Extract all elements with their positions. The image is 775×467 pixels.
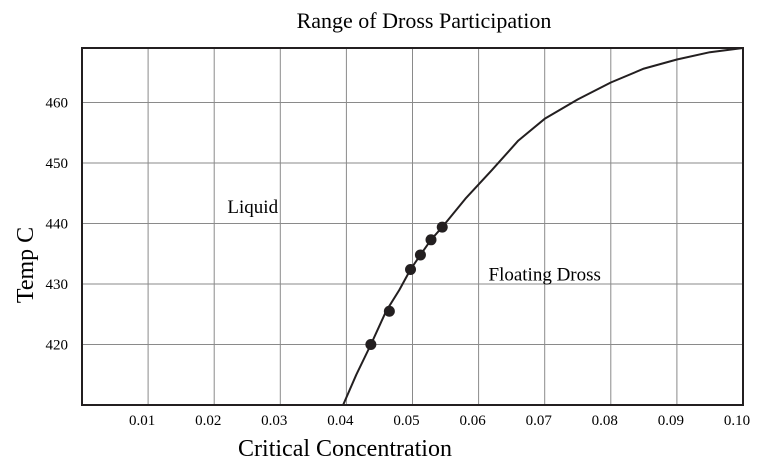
x-tick-label: 0.07 [526, 413, 553, 429]
y-tick-label: 420 [46, 337, 69, 353]
plot-frame [81, 47, 744, 406]
grid [82, 48, 744, 405]
x-tick-label: 0.05 [393, 413, 419, 429]
data-point [365, 338, 377, 350]
x-tick-labels: 0.01 0.02 0.03 0.04 0.05 0.06 0.07 0.08 0.09 0.10 [129, 413, 750, 429]
y-tick-label: 460 [46, 95, 69, 111]
x-tick-label: 0.09 [658, 413, 684, 429]
annotations: Liquid Floating Dross [227, 197, 601, 285]
data-point [414, 249, 426, 261]
chart-title: Range of Dross Participation [297, 8, 552, 33]
data-point [436, 221, 448, 233]
x-tick-label: 0.08 [592, 413, 618, 429]
x-tick-label: 0.10 [724, 413, 750, 429]
data-point [425, 234, 437, 246]
annotation-label: Floating Dross [489, 264, 601, 285]
x-tick-label: 0.01 [129, 413, 155, 429]
data-point [383, 305, 395, 317]
data-points [365, 221, 448, 350]
x-tick-label: 0.02 [195, 413, 221, 429]
y-tick-label: 440 [46, 216, 69, 232]
y-tick-label: 430 [46, 277, 69, 293]
x-axis-label: Critical Concentration [238, 436, 452, 462]
series-line [342, 47, 744, 406]
phase-boundary-curve [342, 47, 744, 406]
y-tick-label: 450 [46, 156, 69, 172]
y-tick-labels: 420 430 440 450 460 [46, 95, 69, 353]
x-tick-label: 0.04 [327, 413, 354, 429]
data-point [405, 263, 417, 275]
annotation-label: Liquid [227, 197, 278, 218]
x-tick-label: 0.03 [261, 413, 287, 429]
x-tick-label: 0.06 [459, 413, 486, 429]
y-axis-label: Temp C [13, 227, 39, 303]
